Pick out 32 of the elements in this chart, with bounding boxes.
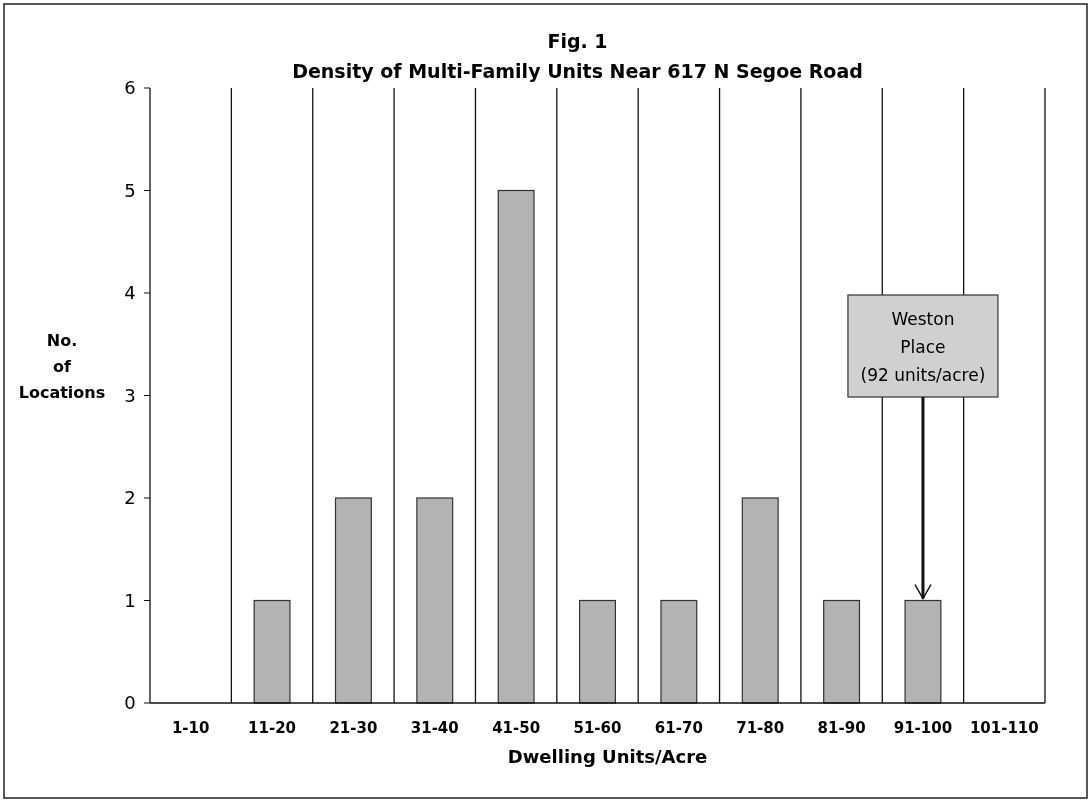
y-tick-label: 6 (124, 77, 136, 98)
x-tick-label: 81-90 (817, 719, 866, 737)
y-axis-title: No. of Locations (18, 330, 106, 402)
chart-subtitle: Density of Multi-Family Units Near 617 N Segoe Road (292, 60, 863, 82)
y-tick-label: 2 (124, 487, 136, 508)
bar (253, 599, 291, 704)
x-tick-label: 31-40 (410, 719, 459, 737)
x-tick-label: 91-100 (893, 719, 953, 737)
y-tick-label: 5 (124, 179, 136, 201)
y-tick-label: 0 (124, 692, 136, 713)
bar (497, 189, 535, 704)
x-tick-label: 41-50 (492, 719, 541, 737)
bar (334, 497, 372, 704)
y-tick-label: 1 (124, 589, 136, 611)
y-tick-label: 3 (124, 384, 136, 406)
x-tick-label: 11-20 (248, 719, 297, 737)
chart-title: Fig. 1 (547, 30, 608, 52)
bar (823, 599, 861, 704)
x-tick-label: 21-30 (329, 719, 378, 737)
annotation: Weston Place (92 units/acre) (860, 309, 986, 385)
bar (579, 599, 616, 704)
bar (741, 497, 779, 704)
x-tick-label: 1-10 (171, 719, 210, 737)
x-axis-title: Dwelling Units/Acre (507, 746, 708, 767)
y-tick-label: 4 (124, 282, 136, 303)
x-tick-label: 51-60 (573, 719, 622, 737)
bar (416, 497, 454, 704)
x-tick-label: 71-80 (736, 719, 785, 737)
x-tick-label: 61-70 (654, 719, 703, 737)
bar (660, 599, 698, 704)
x-tick-label: 101-110 (969, 719, 1039, 737)
bar (904, 599, 942, 704)
